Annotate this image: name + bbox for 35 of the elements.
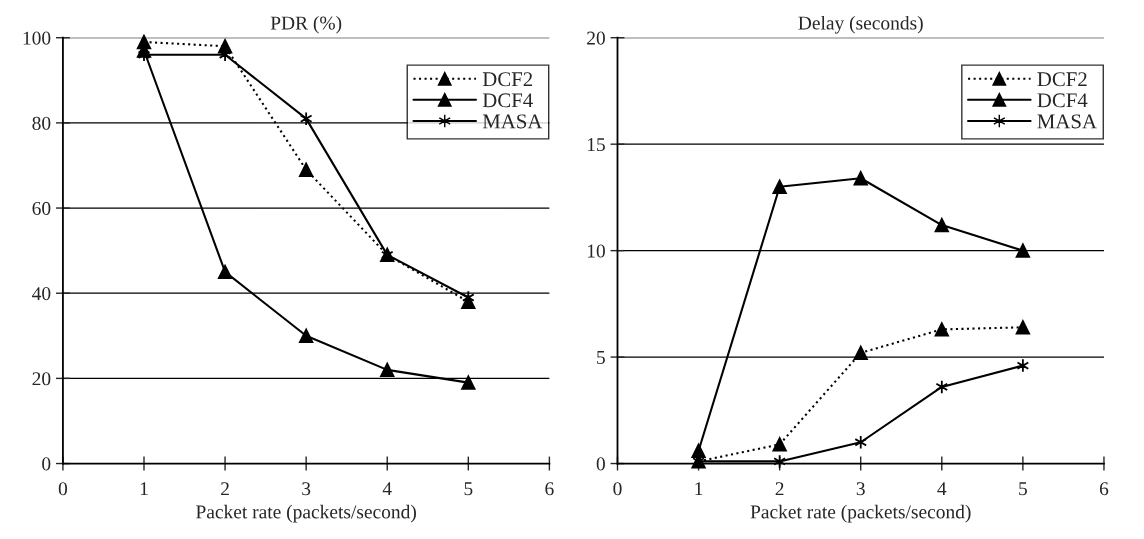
x-tick-label: 0 [58,482,68,496]
x-tick-label: 5 [464,482,473,496]
x-tick-label: 0 [613,482,622,496]
x-tick-label: 4 [382,482,392,496]
y-tick-label: 40 [32,287,51,301]
x-axis-title: Packet rate (packets/second) [750,504,971,523]
legend-label: MASA [482,114,543,129]
x-tick-label: 2 [775,482,784,496]
y-tick-label: 15 [587,138,605,152]
y-tick-label: 10 [587,244,605,258]
legend-label: MASA [1037,114,1097,129]
y-tick-label: 0 [596,457,605,471]
x-tick-label: 2 [221,482,229,496]
legend-label: DCF4 [482,93,533,108]
x-tick-label: 4 [937,482,947,496]
y-tick-label: 20 [587,31,605,45]
y-tick-label: 0 [42,457,51,471]
y-tick-label: 100 [23,31,51,45]
x-tick-label: 5 [1019,482,1027,496]
legend-label: DCF2 [482,72,533,87]
chart-title: Delay (seconds) [798,15,923,34]
x-tick-label: 1 [140,482,148,496]
legend-label: DCF2 [1037,72,1087,87]
y-tick-label: 60 [32,201,51,215]
y-tick-label: 20 [32,372,51,386]
x-tick-label: 1 [695,482,703,496]
y-tick-label: 5 [597,351,605,365]
y-tick-label: 80 [32,116,51,130]
legend-label: DCF4 [1037,93,1088,108]
x-tick-label: 3 [856,482,865,496]
x-axis-title: Packet rate (packets/second) [196,504,416,523]
x-tick-label: 6 [545,482,554,496]
chart-title: PDR (%) [270,15,342,34]
x-tick-label: 6 [1099,482,1109,496]
x-tick-label: 3 [302,482,311,496]
